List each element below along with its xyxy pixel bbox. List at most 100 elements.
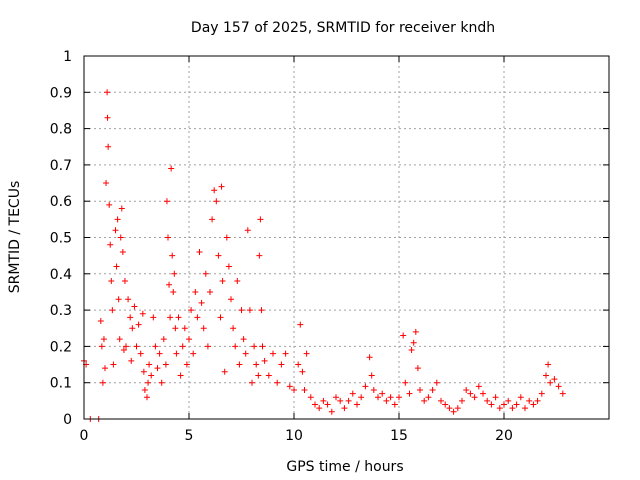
data-point — [349, 390, 356, 397]
y-tick-label: 0 — [63, 412, 72, 428]
data-point — [488, 401, 495, 408]
data-point — [150, 314, 157, 321]
data-point — [211, 187, 218, 194]
data-point — [255, 372, 262, 379]
data-point — [165, 234, 171, 241]
data-point — [274, 379, 281, 386]
data-point — [291, 386, 297, 393]
data-point — [270, 350, 276, 357]
data-point — [249, 379, 255, 386]
data-point — [112, 227, 119, 234]
data-point — [421, 397, 428, 404]
data-point — [175, 314, 182, 321]
y-tick-label: 1 — [63, 49, 72, 65]
data-point — [410, 339, 417, 346]
data-point — [215, 252, 222, 259]
data-point — [167, 314, 174, 321]
data-point — [417, 386, 423, 393]
data-point — [545, 361, 552, 368]
data-point — [106, 201, 113, 208]
y-tick-label: 0.4 — [50, 267, 72, 283]
data-point — [253, 361, 260, 368]
data-point — [98, 343, 105, 350]
data-point — [543, 372, 549, 379]
data-point — [492, 394, 499, 401]
x-tick-label: 5 — [185, 428, 194, 444]
data-point — [246, 307, 253, 314]
x-tick-label: 15 — [390, 428, 408, 444]
y-tick-label: 0.5 — [50, 231, 72, 247]
data-point — [198, 299, 205, 306]
data-point — [113, 263, 120, 270]
data-point — [414, 365, 421, 372]
data-point — [471, 394, 478, 401]
ticks-layer: 00.10.20.30.40.50.60.70.80.910 5 10 15 20 — [50, 49, 609, 444]
data-point — [188, 307, 195, 314]
data-point — [105, 143, 112, 150]
data-point — [133, 343, 140, 350]
data-point — [303, 350, 310, 357]
data-point — [228, 296, 234, 303]
data-point — [166, 281, 173, 288]
data-point — [362, 383, 369, 390]
y-tick-label: 0.2 — [50, 339, 72, 355]
y-tick-label: 0.6 — [50, 194, 72, 210]
data-point — [179, 343, 186, 350]
data-point — [391, 401, 398, 408]
data-point — [240, 336, 247, 343]
data-point — [257, 216, 264, 223]
data-point — [286, 383, 293, 390]
data-point — [370, 386, 377, 393]
data-point — [379, 390, 386, 397]
data-point — [121, 278, 128, 285]
data-point — [538, 390, 545, 397]
data-point — [196, 249, 203, 256]
data-point — [116, 336, 123, 343]
x-tick-label: 20 — [495, 428, 513, 444]
data-point — [104, 114, 111, 121]
grid-layer — [84, 56, 609, 419]
data-point — [282, 350, 289, 357]
data-point — [261, 357, 268, 364]
data-point — [230, 325, 237, 332]
data-point — [163, 198, 170, 205]
data-point — [217, 314, 224, 321]
data-point — [148, 372, 155, 379]
data-point — [225, 263, 232, 270]
data-point — [204, 343, 211, 350]
data-point — [103, 180, 110, 187]
y-tick-label: 0.9 — [50, 85, 72, 101]
data-point — [152, 343, 159, 350]
data-point — [522, 405, 528, 412]
data-point — [484, 397, 491, 404]
data-point — [154, 365, 161, 372]
data-point — [219, 278, 226, 285]
data-point — [97, 317, 104, 324]
data-point — [366, 354, 373, 361]
data-point — [190, 350, 197, 357]
data-point — [144, 394, 150, 401]
data-point — [172, 325, 179, 332]
data-point — [467, 390, 474, 397]
plot-frame — [83, 55, 610, 420]
data-point — [265, 372, 272, 379]
data-point — [221, 368, 228, 375]
data-point — [242, 350, 249, 357]
data-point — [425, 394, 432, 401]
data-point — [402, 379, 409, 386]
data-point — [123, 343, 129, 350]
data-point — [99, 379, 106, 386]
x-axis-label: GPS time / hours — [286, 459, 403, 475]
data-point — [238, 307, 245, 314]
data-point — [129, 325, 136, 332]
data-point — [446, 405, 453, 412]
data-point — [183, 361, 190, 368]
data-point — [358, 394, 365, 401]
data-point — [412, 328, 419, 335]
data-point — [128, 357, 135, 364]
data-point — [140, 368, 147, 375]
data-point — [118, 205, 125, 212]
data-point — [232, 343, 239, 350]
data-point — [139, 310, 146, 317]
